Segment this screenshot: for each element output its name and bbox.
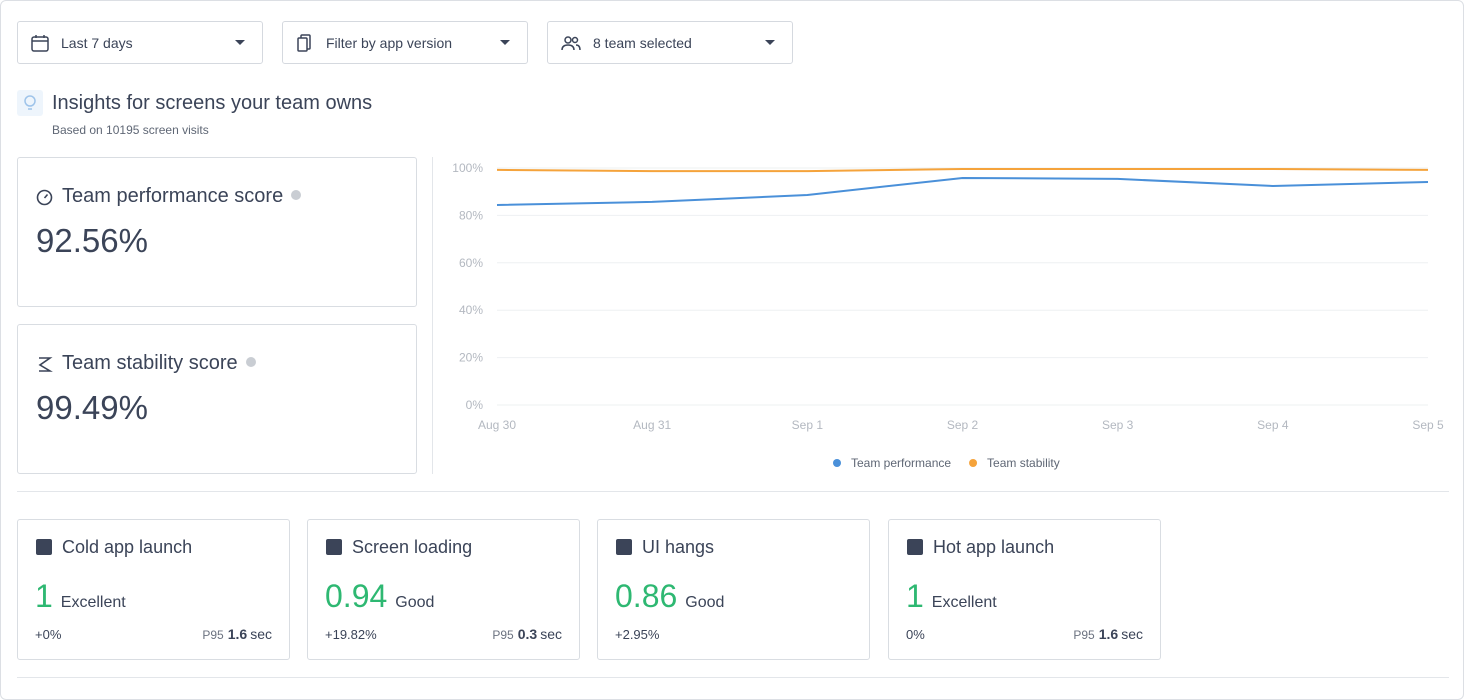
metric-card: Screen loading 0.94 Good +19.82% P95 0.3 sec bbox=[307, 519, 580, 660]
team-icon bbox=[561, 35, 581, 50]
score-title-text: Team stability score bbox=[62, 352, 238, 374]
filter-label: Last 7 days bbox=[61, 34, 133, 51]
p95-unit: sec bbox=[540, 626, 562, 642]
p95-value: 0.3 bbox=[517, 626, 538, 642]
x-tick-label: Sep 2 bbox=[947, 418, 979, 432]
legend-marker bbox=[833, 459, 841, 467]
metric-change: +2.95% bbox=[615, 627, 660, 642]
score-value: 92.56% bbox=[36, 222, 148, 259]
divider bbox=[17, 677, 1449, 678]
gauge-icon bbox=[36, 189, 53, 206]
y-tick-label: 20% bbox=[459, 351, 483, 365]
y-tick-label: 0% bbox=[466, 398, 484, 412]
metric-card: Cold app launch 1 Excellent +0% P95 1.6 sec bbox=[17, 519, 290, 660]
metric-rating: Good bbox=[395, 594, 435, 611]
series-line bbox=[496, 176, 1429, 206]
y-tick-label: 80% bbox=[459, 208, 483, 222]
p95-label: P95 bbox=[492, 628, 514, 642]
score-title-text: Team performance score bbox=[62, 185, 284, 207]
metric-p95: P95 1.6 sec bbox=[1073, 626, 1143, 642]
calendar-icon bbox=[31, 34, 49, 52]
y-tick-label: 60% bbox=[459, 256, 483, 270]
x-tick-label: Sep 3 bbox=[1102, 418, 1134, 432]
insight-icon bbox=[17, 90, 43, 116]
score-card: Team performance score 92.56% bbox=[17, 157, 417, 307]
date-filter[interactable]: Last 7 days bbox=[17, 21, 263, 64]
metric-score-value: 1 bbox=[35, 578, 53, 614]
metric-change: +0% bbox=[35, 627, 62, 642]
metric-p95: P95 1.6 sec bbox=[202, 626, 272, 642]
metric-change: 0% bbox=[906, 627, 925, 642]
chart: 0% 20% 40% 60% 80% 100% Aug 30 Aug 31 Sep 1 Sep 2… bbox=[452, 161, 1444, 470]
metric-title: UI hangs bbox=[642, 537, 715, 557]
section-title: Insights for screens your team owns bbox=[52, 92, 373, 114]
p95-value: 1.6 bbox=[227, 626, 248, 642]
score-card: Team stability score 99.49% bbox=[17, 324, 417, 474]
divider bbox=[17, 491, 1449, 492]
legend-label: Team performance bbox=[851, 456, 951, 470]
series-line bbox=[496, 167, 1429, 173]
legend-label: Team stability bbox=[987, 456, 1060, 470]
p95-label: P95 bbox=[202, 628, 224, 642]
y-tick-label: 40% bbox=[459, 303, 483, 317]
metric-score-value: 0.94 bbox=[325, 578, 388, 614]
p95-value: 1.6 bbox=[1098, 626, 1119, 642]
score-title: Team performance score bbox=[62, 185, 302, 208]
legend-marker bbox=[969, 459, 978, 467]
info-icon[interactable] bbox=[245, 357, 256, 367]
metric-title: Hot app launch bbox=[933, 537, 1055, 557]
stability-icon bbox=[38, 357, 53, 372]
metric-change: +19.82% bbox=[325, 627, 377, 642]
caret bbox=[235, 40, 245, 45]
metric-icon bbox=[326, 539, 342, 555]
metric-icon bbox=[907, 539, 923, 555]
p95-label: P95 bbox=[1073, 628, 1095, 642]
metric-score: 0.94 Good bbox=[325, 578, 434, 615]
metric-score-value: 1 bbox=[906, 578, 924, 614]
metric-score: 0.86 Good bbox=[615, 578, 724, 615]
version-icon bbox=[297, 33, 311, 52]
score-title: Team stability score bbox=[62, 352, 256, 375]
y-tick-label: 100% bbox=[452, 161, 483, 175]
metric-rating: Good bbox=[685, 594, 725, 611]
metric-title: Cold app launch bbox=[62, 537, 193, 557]
metric-title: Screen loading bbox=[352, 537, 473, 557]
x-tick-label: Sep 4 bbox=[1257, 418, 1289, 432]
x-tick-label: Aug 31 bbox=[633, 418, 671, 432]
metric-score-value: 0.86 bbox=[615, 578, 678, 614]
metric-icon bbox=[36, 539, 52, 555]
metric-card: UI hangs 0.86 Good +2.95% bbox=[597, 519, 870, 660]
metric-rating: Excellent bbox=[931, 594, 997, 611]
filter-label: 8 team selected bbox=[593, 34, 692, 51]
info-icon[interactable] bbox=[291, 190, 302, 200]
version-filter[interactable]: Filter by app version bbox=[282, 21, 528, 64]
x-tick-label: Sep 1 bbox=[792, 418, 824, 432]
x-tick-label: Sep 5 bbox=[1412, 418, 1444, 432]
metric-card: Hot app launch 1 Excellent 0% P95 1.6 sec bbox=[888, 519, 1161, 660]
filter-label: Filter by app version bbox=[326, 34, 453, 51]
metric-icon bbox=[616, 539, 632, 555]
section-subtitle: Based on 10195 screen visits bbox=[52, 123, 209, 137]
divider bbox=[432, 157, 433, 474]
team-filter[interactable]: 8 team selected bbox=[547, 21, 793, 64]
metric-score: 1 Excellent bbox=[906, 578, 997, 615]
metric-p95: P95 0.3 sec bbox=[492, 626, 562, 642]
p95-unit: sec bbox=[250, 626, 272, 642]
p95-unit: sec bbox=[1121, 626, 1143, 642]
score-value: 99.49% bbox=[36, 389, 148, 426]
metric-score: 1 Excellent bbox=[35, 578, 126, 615]
caret bbox=[500, 40, 510, 45]
caret bbox=[765, 40, 775, 45]
x-tick-label: Aug 30 bbox=[478, 418, 516, 432]
metric-rating: Excellent bbox=[60, 594, 126, 611]
